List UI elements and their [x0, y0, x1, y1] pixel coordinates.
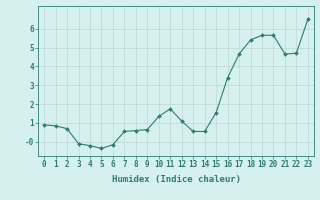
X-axis label: Humidex (Indice chaleur): Humidex (Indice chaleur)	[111, 175, 241, 184]
